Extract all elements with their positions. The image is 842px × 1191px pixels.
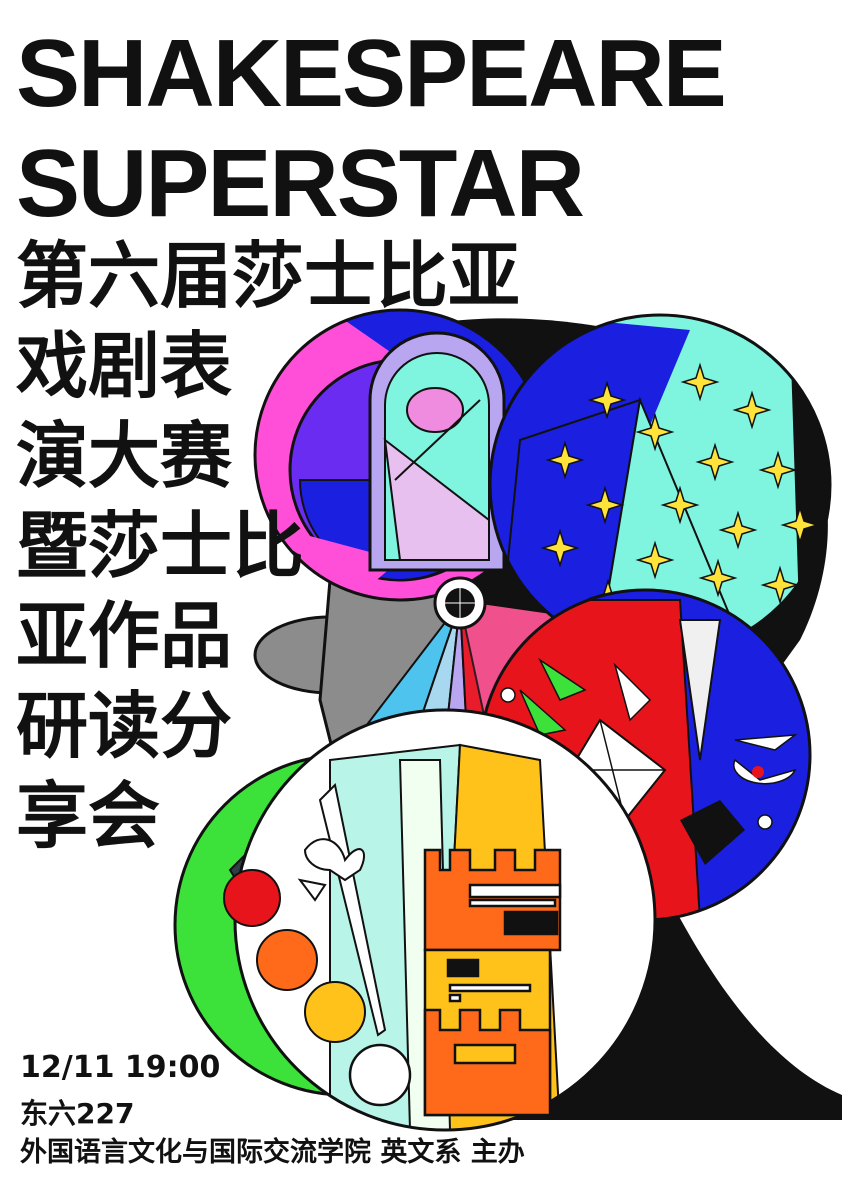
title-en-line-2: SUPERSTAR [16,130,585,237]
window-arch-icon [368,331,506,572]
title-cn-line-6: 研读分 [16,684,233,768]
sword-icon [297,782,387,1037]
title-cn-line-7: 享会 [16,774,161,858]
event-venue: 东六227 [20,1097,135,1130]
title-en-line-1: SHAKESPEARE [16,20,727,127]
dot-gold [304,981,366,1043]
castle-icon [423,848,562,1117]
title-cn-line-3: 演大赛 [16,414,233,498]
eye-icon [433,576,487,630]
title-cn-line-1: 第六届莎士比亚 [16,234,521,318]
title-cn-line-4: 暨莎士比 [16,504,305,588]
dot-red [223,869,281,927]
title-cn-line-5: 亚作品 [16,594,233,678]
dot-orange [256,929,318,991]
event-organizer: 外国语言文化与国际交流学院 英文系 主办 [20,1137,525,1168]
event-datetime: 12/11 19:00 [20,1050,221,1085]
tree-trunk [450,880,842,1120]
title-cn-line-2: 戏剧表 [16,324,233,408]
dot-white [348,1043,412,1107]
